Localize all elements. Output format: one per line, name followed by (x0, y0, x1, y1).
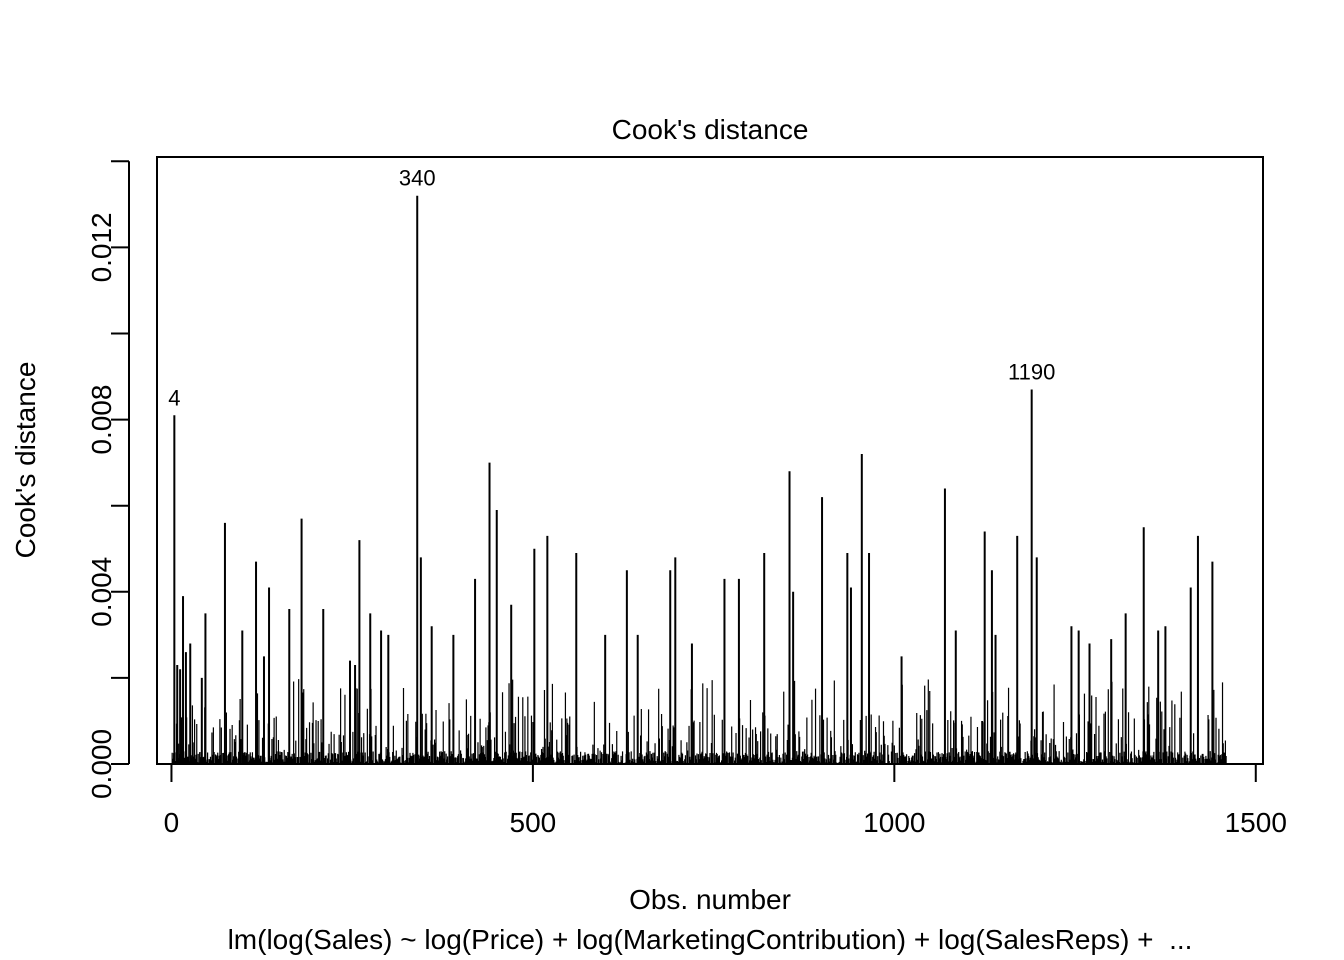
outlier-label-340: 340 (399, 166, 436, 191)
x-tick-label: 500 (510, 807, 557, 838)
y-axis: 0.000 0.004 0.008 0.012 (86, 160, 130, 799)
y-tick-label: 0.012 (86, 212, 117, 282)
x-tick-label: 0 (164, 807, 180, 838)
x-tick-label: 1500 (1225, 807, 1287, 838)
chart-title: Cook's distance (612, 114, 809, 145)
x-axis-label: Obs. number (629, 884, 791, 915)
x-axis: 0 500 1000 1500 (164, 763, 1287, 838)
cooks-distance-spikes (171, 195, 1227, 765)
model-formula-caption: lm(log(Sales) ~ log(Price) + log(Marketi… (228, 924, 1193, 955)
outlier-label-4: 4 (168, 385, 180, 410)
background-spikes (171, 679, 1227, 764)
outlier-labels: 4 340 1190 (168, 166, 1055, 411)
y-axis-label: Cook's distance (10, 362, 41, 559)
y-tick-label: 0.004 (86, 557, 117, 627)
x-tick-label: 1000 (863, 807, 925, 838)
outlier-label-1190: 1190 (1008, 359, 1055, 384)
y-tick-label: 0.008 (86, 385, 117, 455)
y-tick-label: 0.000 (86, 729, 117, 799)
